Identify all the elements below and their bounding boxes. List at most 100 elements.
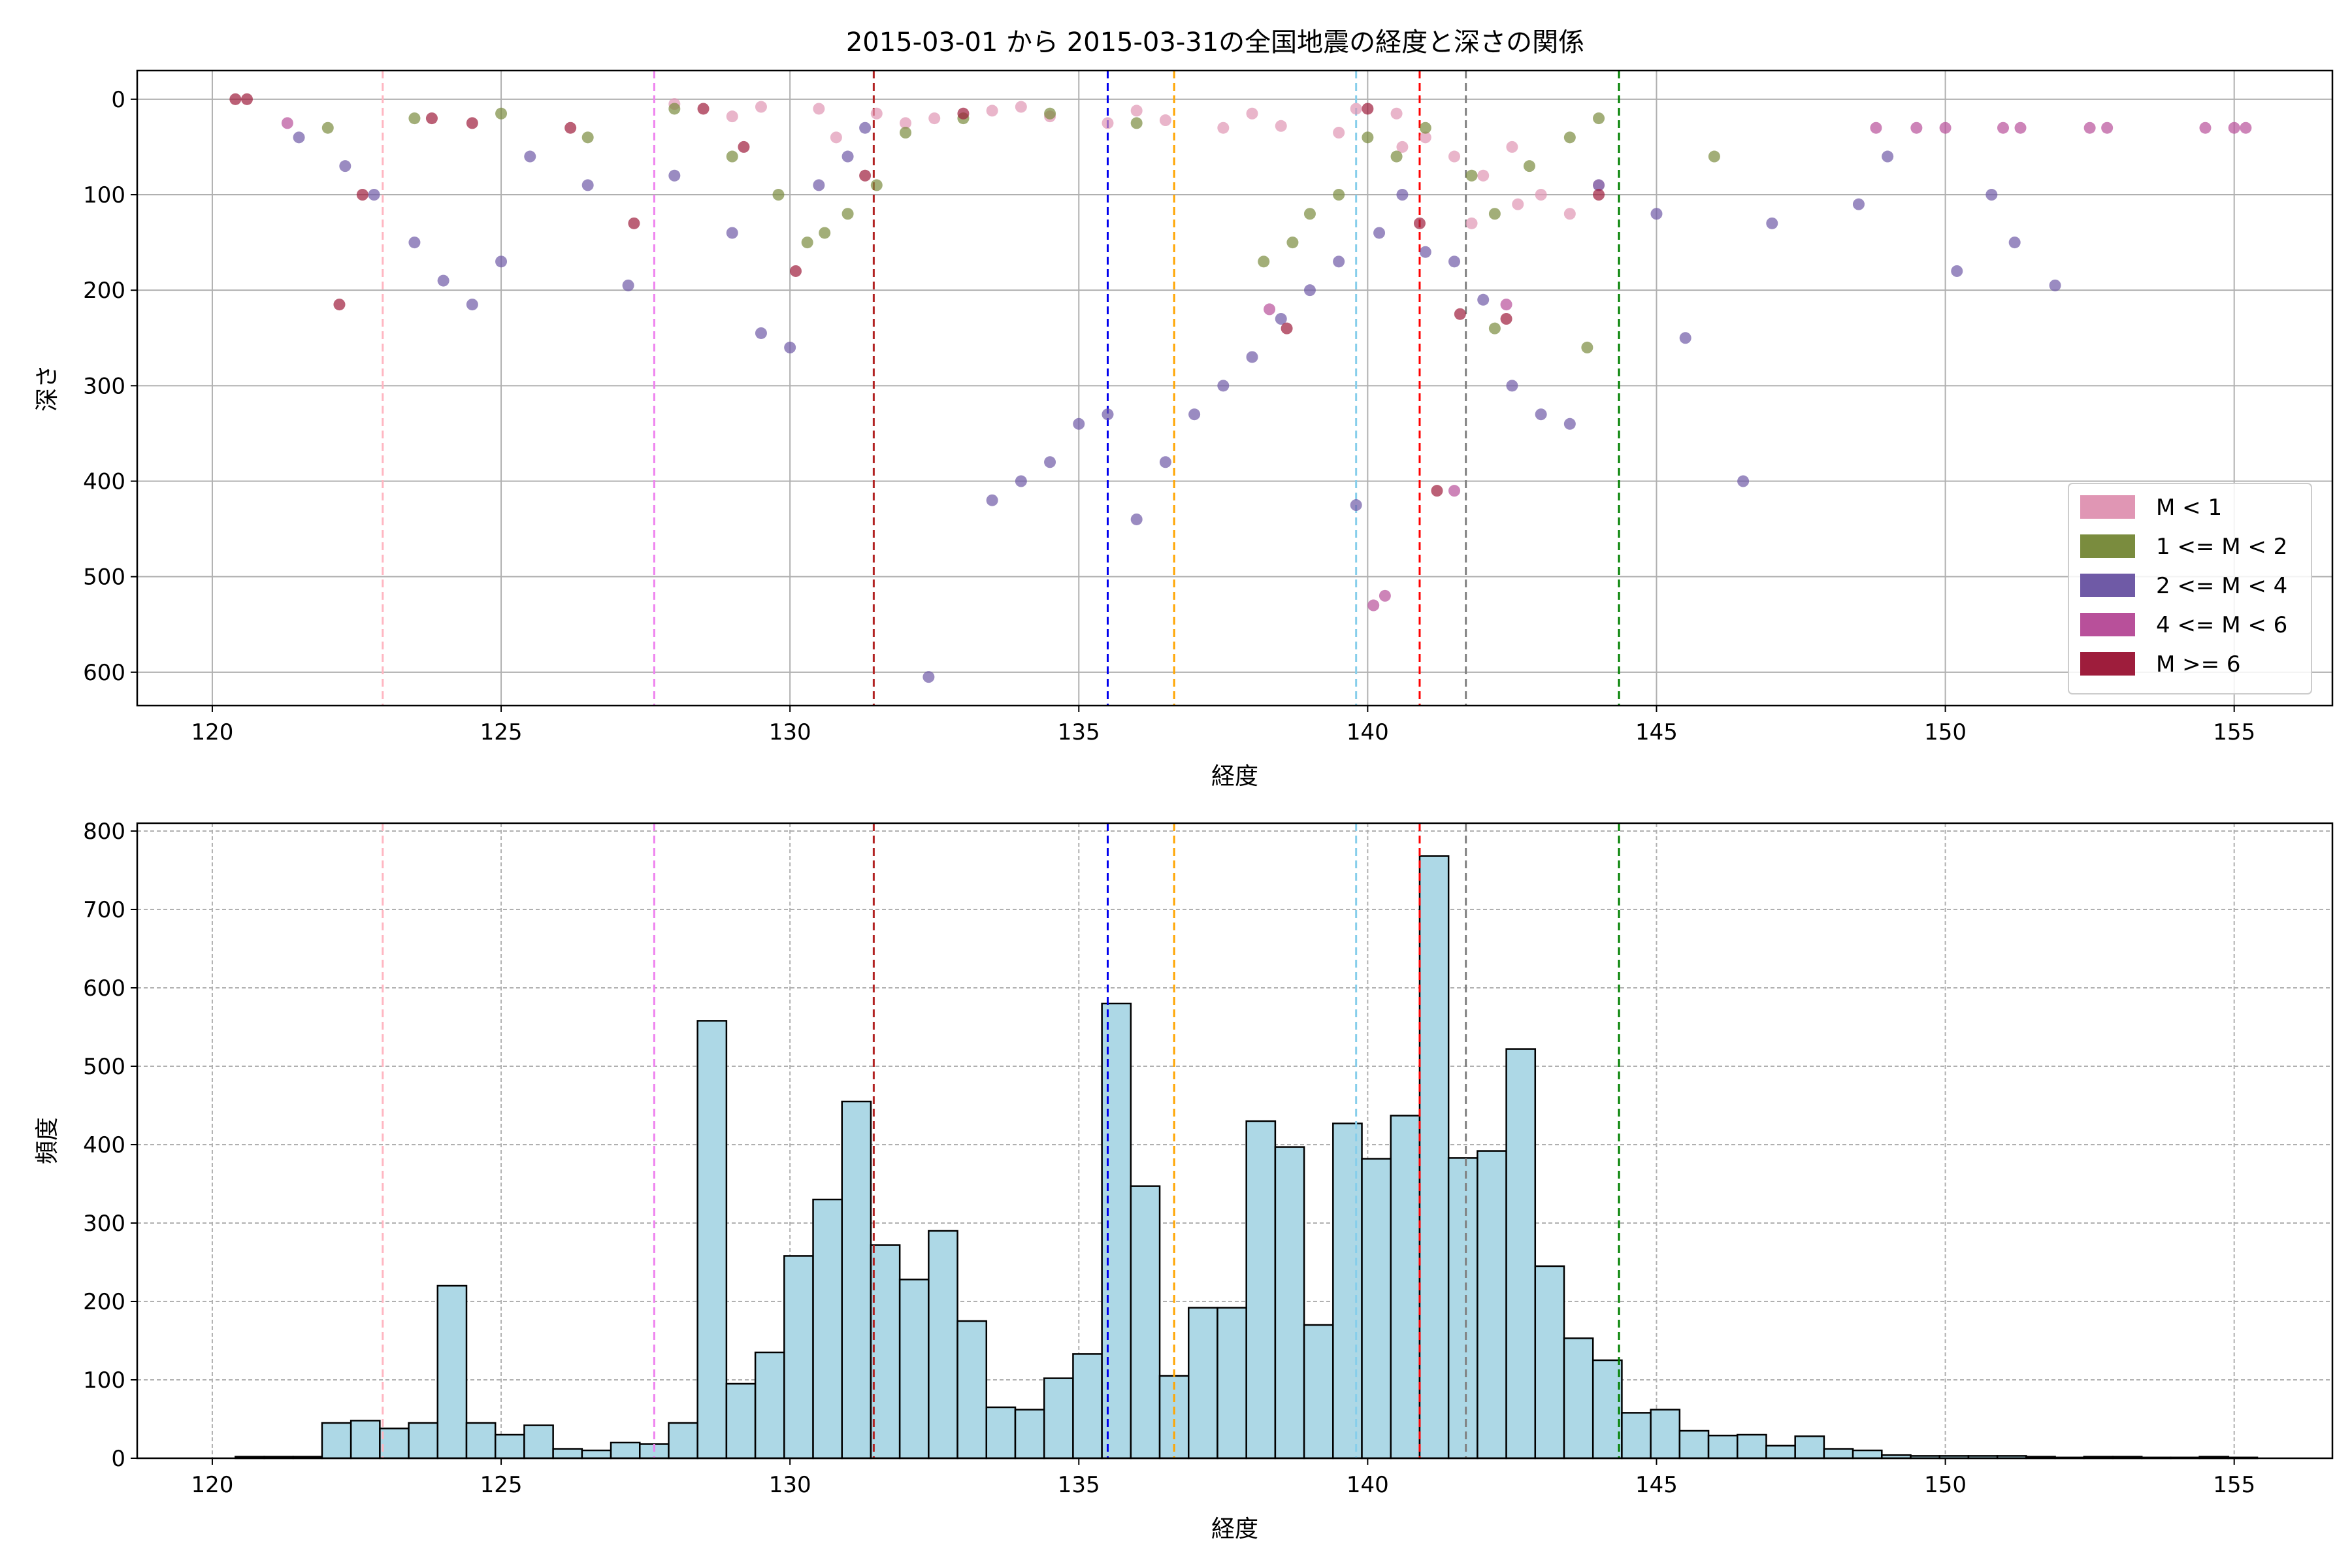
scatter-point [1217, 122, 1230, 134]
histogram-x-tick-label: 135 [1058, 1472, 1100, 1498]
scatter-point [1523, 160, 1535, 172]
scatter-grid [137, 71, 2332, 706]
histogram-bar [898, 1279, 930, 1460]
legend-label: 2 <= M < 4 [2156, 573, 2287, 599]
scatter-point [1159, 114, 1171, 127]
scatter-point [524, 150, 536, 163]
scatter-point [1431, 485, 1443, 497]
histogram-bar [1217, 1307, 1247, 1460]
histogram-bar [1563, 1337, 1594, 1460]
scatter-title: 2015-03-01 から 2015-03-31の全国地震の経度と深さの関係 [846, 27, 1584, 57]
scatter-point [1593, 189, 1605, 201]
histogram-bar [1303, 1324, 1334, 1460]
scatter-point [1593, 179, 1605, 191]
histogram-bar [1707, 1434, 1739, 1460]
scatter-point [755, 327, 767, 339]
histogram-y-tick-label: 700 [83, 897, 125, 923]
scatter-point [1102, 408, 1114, 421]
scatter-point [333, 299, 346, 311]
legend-label: M < 1 [2156, 495, 2222, 521]
scatter-point [281, 117, 293, 129]
histogram-bar [668, 1422, 698, 1460]
scatter-point [1073, 417, 1085, 430]
scatter-point [1246, 107, 1258, 120]
histogram-bar [1737, 1433, 1767, 1460]
scatter-points [229, 93, 2252, 683]
histogram-plot: 120 125 130 135 140 145 150 155 0 100 200 300 400 50… [83, 819, 2334, 1498]
scatter-point [1708, 150, 1720, 163]
scatter-point [1852, 198, 1865, 210]
scatter-point [1477, 293, 1490, 306]
scatter-point [1535, 408, 1547, 421]
scatter-point [1275, 120, 1287, 132]
scatter-point [928, 112, 941, 125]
scatter-y-tick-label: 500 [83, 564, 125, 591]
scatter-point [293, 131, 305, 144]
scatter-point [2228, 122, 2240, 134]
histogram-x-tick-label: 120 [191, 1472, 233, 1498]
scatter-point [1506, 140, 1518, 153]
scatter-point [859, 169, 872, 182]
scatter-x-tick-label: 135 [1058, 719, 1100, 745]
histogram-bar [1505, 1048, 1537, 1460]
scatter-y-axis-label: 深さ [34, 365, 61, 412]
histogram-bar [1794, 1435, 1825, 1460]
legend-swatch [2080, 652, 2135, 676]
scatter-point [1333, 255, 1345, 268]
scatter-point [1488, 208, 1501, 220]
scatter-point [321, 122, 334, 134]
scatter-point [1390, 107, 1403, 120]
histogram-bar [1274, 1146, 1305, 1460]
scatter-point [1130, 117, 1143, 129]
scatter-point [1870, 122, 1882, 134]
histogram-y-axis-label: 頻度 [34, 1117, 61, 1164]
histogram-x-tick-label: 130 [769, 1472, 811, 1498]
histogram-bar [1765, 1445, 1796, 1460]
histogram-y-tick-label: 600 [83, 975, 125, 1002]
scatter-point [1563, 417, 1576, 430]
scatter-point [1350, 499, 1362, 512]
scatter-point [790, 265, 802, 277]
histogram-x-ticks: 120 125 130 135 140 145 150 155 [191, 1458, 2255, 1498]
histogram-bar [1852, 1449, 1883, 1460]
scatter-point [466, 117, 478, 129]
scatter-point [1997, 122, 2009, 134]
histogram-y-tick-label: 300 [83, 1211, 125, 1237]
scatter-point [2049, 279, 2061, 291]
scatter-point [1333, 189, 1345, 201]
histogram-reference-lines [382, 823, 1620, 1458]
scatter-point [841, 150, 854, 163]
scatter-point [1102, 117, 1114, 129]
scatter-point [1500, 299, 1512, 311]
scatter-point [495, 255, 508, 268]
scatter-point [1379, 589, 1391, 602]
histogram-bar [552, 1448, 583, 1460]
legend-label: 1 <= M < 2 [2156, 534, 2287, 560]
scatter-point [581, 131, 594, 144]
scatter-point [622, 279, 634, 291]
histogram-y-tick-label: 200 [83, 1289, 125, 1315]
legend-swatch [2080, 534, 2135, 558]
histogram-y-tick-label: 400 [83, 1132, 125, 1158]
scatter-point [1396, 140, 1409, 153]
scatter-y-ticks: 0 100 200 300 400 500 600 [83, 87, 137, 686]
legend-label: M >= 6 [2156, 651, 2241, 678]
histogram-axes-frame [136, 822, 2334, 1460]
scatter-point [830, 131, 842, 144]
histogram-bar [1650, 1409, 1681, 1460]
scatter-point [801, 237, 813, 249]
scatter-point [1130, 105, 1143, 117]
scatter-point [1044, 456, 1056, 468]
histogram-bar [725, 1382, 757, 1460]
scatter-x-tick-label: 120 [191, 719, 233, 745]
histogram-bar [1130, 1185, 1161, 1460]
scatter-point [986, 494, 998, 506]
legend-swatch [2080, 574, 2135, 597]
histogram-bar [1592, 1359, 1623, 1460]
scatter-y-tick-label: 600 [83, 660, 125, 686]
histogram-y-tick-label: 500 [83, 1054, 125, 1080]
scatter-point [1951, 265, 1963, 277]
scatter-x-tick-label: 145 [1635, 719, 1678, 745]
